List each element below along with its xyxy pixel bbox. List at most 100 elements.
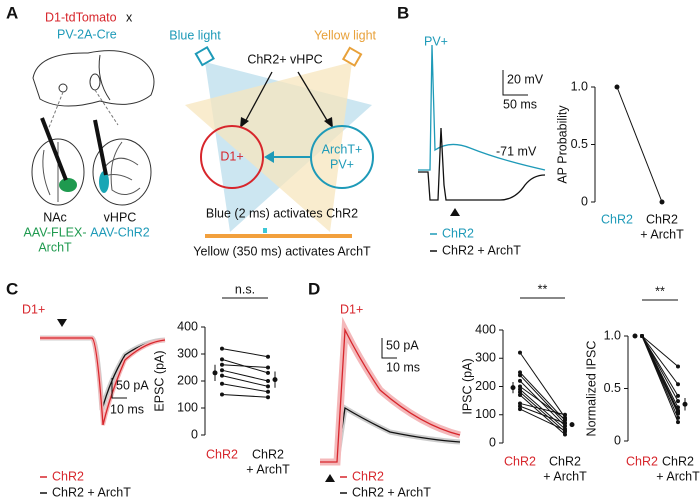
data-point [220, 346, 224, 351]
scale-label: 10 ms [110, 402, 144, 416]
data-point [518, 373, 522, 378]
x-tick-label: ChR2 [626, 454, 658, 468]
paired-line [519, 380, 566, 427]
paired-line [221, 383, 269, 393]
data-point [266, 389, 270, 394]
x-tick-label: ChR2 [206, 447, 238, 461]
panel-label: A [6, 3, 18, 22]
y-axis-label: Normalized IPSC [584, 341, 598, 437]
trace-chr2 [418, 44, 546, 171]
y-tick-label: 1.0 [604, 328, 621, 342]
guide [94, 89, 119, 126]
paired-line [641, 335, 679, 385]
scale-label: 20 mV [507, 72, 544, 86]
projection [297, 71, 329, 123]
data-point [640, 334, 644, 338]
yellow-light-cone [185, 62, 352, 232]
data-point [676, 399, 680, 404]
x-tick-label: ChR2 [646, 212, 678, 226]
paired-line [519, 352, 566, 418]
x-tick-label: ChR2 [662, 454, 694, 468]
nac-site [58, 83, 68, 93]
trace-chr2 [40, 337, 166, 426]
y-tick-label: 1.0 [571, 79, 588, 93]
data-point [518, 350, 522, 355]
trace-chr2 [320, 327, 461, 463]
scale-bar [111, 378, 127, 399]
y-tick-label: 300 [475, 351, 496, 365]
data-point [518, 390, 522, 395]
significance-label: n.s. [235, 282, 255, 296]
source-label: ChR2+ vHPC [247, 52, 322, 66]
synapse [264, 151, 274, 163]
stim-marker [325, 474, 335, 482]
paired-line [519, 374, 566, 424]
x-tick-label: + ArchT [246, 462, 290, 476]
trace-archt [418, 127, 546, 201]
data-point [659, 199, 665, 205]
trace-archt [320, 406, 461, 463]
data-point [563, 424, 567, 429]
data-point [676, 382, 680, 387]
data-point [220, 357, 224, 362]
panel-label: D [308, 279, 320, 298]
data-point [518, 378, 522, 383]
vhpc-site [89, 73, 101, 91]
scale-label: 10 ms [386, 360, 420, 374]
data-point [220, 368, 224, 373]
mean-point [632, 333, 638, 339]
scale-label: 50 ms [503, 97, 537, 111]
legend-label: ChR2 [352, 469, 384, 483]
x-tick-label: ChR2 [549, 454, 581, 468]
y-tick-label: 0.5 [604, 381, 621, 395]
mean-point [272, 377, 278, 383]
mouse-line: D1-tdTomato [45, 10, 117, 24]
y-tick-label: 0 [489, 435, 496, 449]
paired-line [519, 386, 566, 420]
scale-label: 50 pA [116, 378, 149, 392]
archt-expression [59, 178, 77, 192]
legend-label: ChR2 [52, 469, 84, 483]
x-tick-label: ChR2 [601, 212, 633, 226]
mean-point [569, 422, 575, 428]
y-axis-label: IPSC (pA) [460, 358, 474, 414]
data-point [266, 384, 270, 389]
mean-point [682, 401, 688, 407]
paired-line [221, 394, 269, 398]
mouse-line: PV-2A-Cre [57, 27, 117, 41]
virus-label: AAV-FLEX- [24, 225, 87, 239]
scale-bar [502, 70, 528, 96]
data-point [220, 373, 224, 378]
connector [616, 86, 663, 203]
scale-bar [381, 338, 397, 359]
data-point [676, 393, 680, 398]
cell-label: ArchT+ [322, 142, 363, 156]
paired-line [519, 402, 566, 416]
cell-label: D1+ [340, 302, 363, 316]
y-tick-label: 300 [177, 346, 198, 360]
resting-label: -71 mV [496, 144, 537, 158]
y-tick-label: 200 [475, 379, 496, 393]
coronal-nac [31, 138, 85, 206]
blue-pulse [263, 228, 267, 233]
chr2-expression [99, 171, 109, 193]
y-tick-label: 0 [581, 194, 588, 208]
yellow-pulse [205, 234, 352, 238]
data-point [563, 421, 567, 426]
projection [244, 71, 273, 123]
paired-line [641, 335, 679, 367]
panel-label: B [397, 3, 409, 22]
paired-line [519, 405, 566, 424]
paired-line [641, 335, 679, 423]
data-point [614, 84, 620, 90]
data-point [220, 392, 224, 397]
light-label: Blue light [169, 28, 221, 42]
significance-label: ** [538, 282, 548, 296]
y-tick-label: 100 [475, 407, 496, 421]
paired-line [519, 408, 566, 431]
legend-label: ChR2 + ArchT [352, 485, 431, 497]
data-point [518, 387, 522, 392]
coronal-detail [42, 142, 59, 202]
arrowhead [324, 117, 333, 128]
